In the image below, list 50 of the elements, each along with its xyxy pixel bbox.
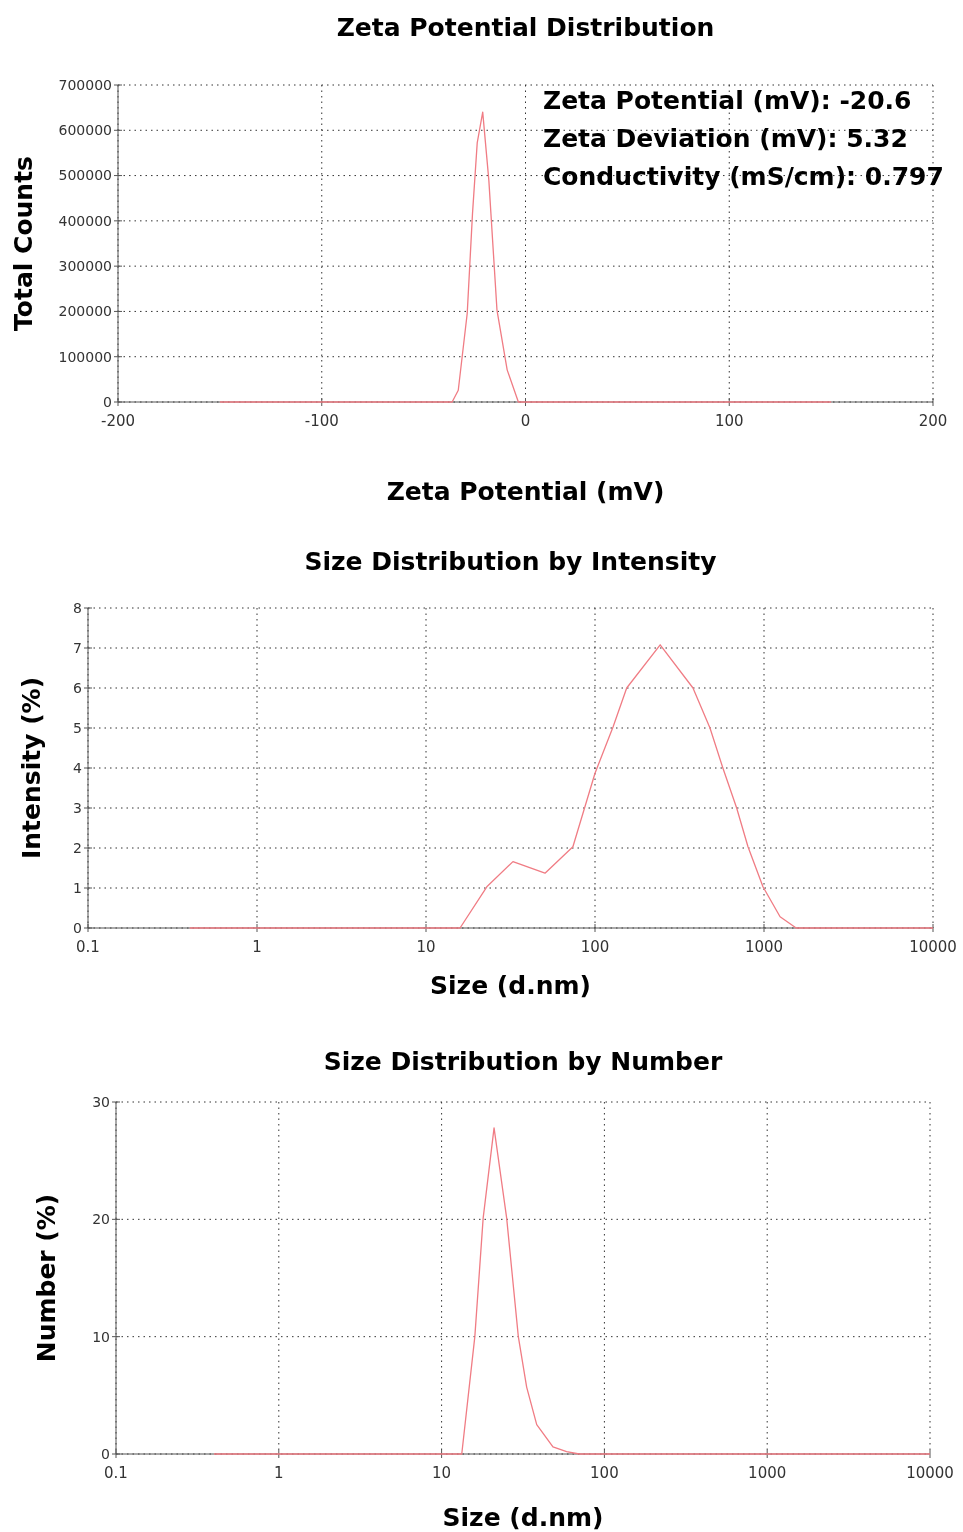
y-tick-label: 0 <box>101 1445 110 1462</box>
y-tick-label: 5 <box>73 719 82 736</box>
x-tick-label: 100 <box>580 938 610 956</box>
y-tick-label: 0 <box>103 393 112 410</box>
annotation: Zeta Potential (mV): -20.6 <box>543 86 912 115</box>
y-tick-label: 0 <box>73 919 82 936</box>
y-tick-label: 200000 <box>58 303 112 320</box>
y-tick-label: 300000 <box>58 258 112 275</box>
y-tick-label: 100000 <box>58 348 112 365</box>
x-axis-title: Size (d.nm) <box>430 971 591 1000</box>
y-tick-label: 8 <box>73 599 82 616</box>
x-tick-label: 10 <box>432 1464 452 1482</box>
x-tick-label: 1 <box>252 938 262 956</box>
x-tick-label: 200 <box>918 412 948 430</box>
chart-title: Size Distribution by Number <box>323 1047 723 1076</box>
x-tick-label: 0 <box>520 412 531 430</box>
y-tick-label: 20 <box>92 1211 110 1228</box>
y-tick-label: 700000 <box>58 76 112 93</box>
chart-title: Zeta Potential Distribution <box>336 13 715 42</box>
x-axis-title: Size (d.nm) <box>442 1503 604 1532</box>
x-tick-label: 0.1 <box>76 938 100 956</box>
y-tick-label: 7 <box>73 639 82 656</box>
x-tick-label: 10 <box>416 938 436 956</box>
x-tick-label: 1000 <box>748 1464 787 1482</box>
y-tick-label: 10 <box>92 1328 110 1345</box>
x-tick-label: 10000 <box>909 938 957 956</box>
y-tick-label: 2 <box>73 839 82 856</box>
y-tick-label: 400000 <box>58 212 112 229</box>
y-tick-label: 6 <box>73 679 83 696</box>
y-axis-title: Intensity (%) <box>17 676 46 860</box>
y-tick-label: 600000 <box>58 122 112 139</box>
y-tick-label: 30 <box>92 1093 110 1110</box>
y-axis-title: Number (%) <box>32 1193 61 1363</box>
y-tick-label: 4 <box>73 759 83 776</box>
x-tick-label: -200 <box>100 412 136 430</box>
annotation: Conductivity (mS/cm): 0.797 <box>543 162 944 191</box>
x-tick-label: 100 <box>590 1464 619 1482</box>
x-tick-label: 0.1 <box>104 1464 128 1482</box>
x-tick-label: 10000 <box>906 1464 954 1482</box>
chart-title: Size Distribution by Intensity <box>304 547 717 576</box>
y-tick-label: 1 <box>73 879 82 896</box>
annotation: Zeta Deviation (mV): 5.32 <box>543 124 908 153</box>
x-tick-label: 1000 <box>744 938 784 956</box>
x-tick-label: 1 <box>274 1464 284 1482</box>
x-tick-label: 100 <box>714 412 744 430</box>
y-tick-label: 500000 <box>58 167 112 184</box>
x-axis-title: Zeta Potential (mV) <box>386 477 665 506</box>
y-tick-label: 3 <box>73 799 82 816</box>
y-axis-title: Total Counts <box>9 156 38 331</box>
x-tick-label: -100 <box>304 412 339 430</box>
